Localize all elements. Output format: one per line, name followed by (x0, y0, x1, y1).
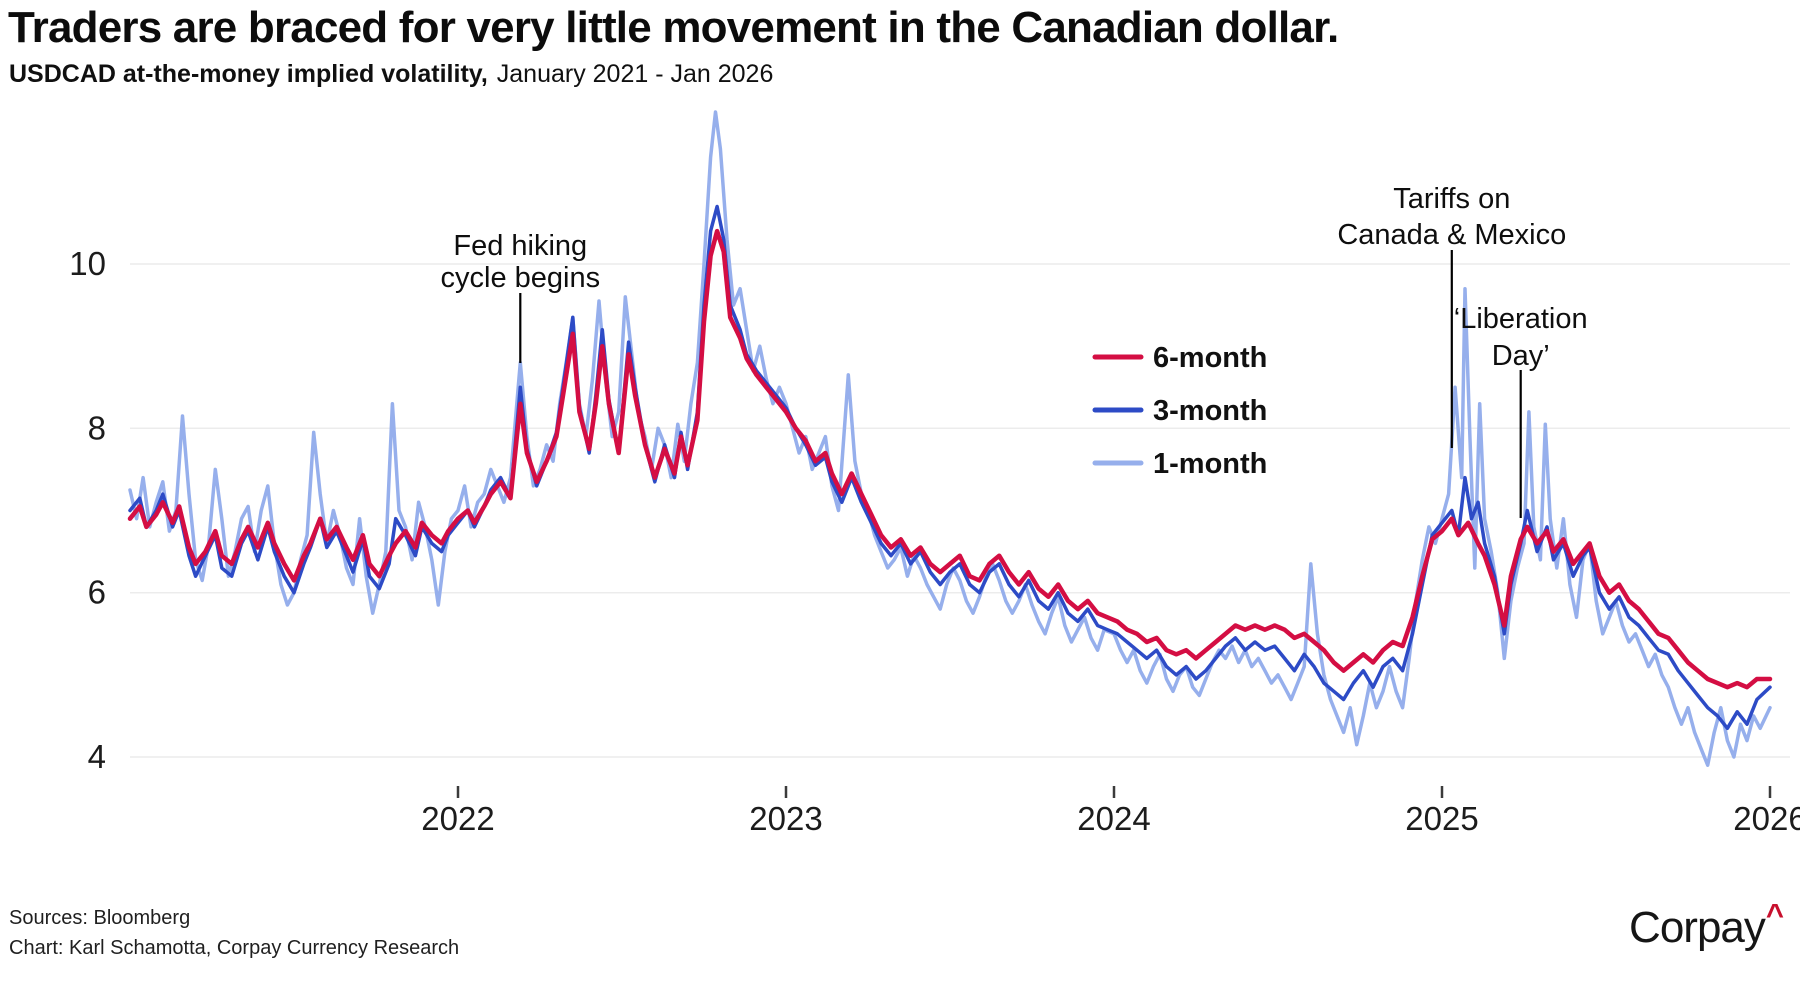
legend-label-6-month: 6-month (1153, 342, 1267, 374)
annotation-text-liberation-day: Day’ (1492, 340, 1550, 372)
subtitle-daterange: January 2021 - Jan 2026 (496, 60, 774, 88)
source-line: Sources: Bloomberg (9, 907, 191, 929)
annotation-text-liberation-day: ‘Liberation (1454, 303, 1588, 335)
annotation-text-fed-hiking: cycle begins (441, 262, 601, 294)
page-title: Traders are braced for very little movem… (8, 3, 1339, 52)
corpay-logo: Corpay^ (1629, 897, 1784, 953)
y-axis-tick-label: 6 (88, 574, 106, 611)
series-line-1-month (128, 110, 1772, 767)
x-axis-tick-label: 2025 (1405, 800, 1478, 837)
annotation-text-tariffs: Canada & Mexico (1337, 219, 1566, 251)
x-axis-tick-label: 2022 (421, 800, 494, 837)
legend-label-1-month: 1-month (1153, 448, 1267, 480)
corpay-logo-text: Corpay (1629, 903, 1766, 952)
subtitle-metric: USDCAD at-the-money implied volatility, (9, 60, 488, 88)
annotation-text-tariffs: Tariffs on (1393, 183, 1510, 215)
credit-line: Chart: Karl Schamotta, Corpay Currency R… (9, 937, 460, 959)
x-axis-tick-label: 2023 (749, 800, 822, 837)
y-axis-tick-label: 8 (88, 409, 106, 446)
legend-label-3-month: 3-month (1153, 395, 1267, 427)
x-axis-tick-label: 2024 (1077, 800, 1150, 837)
y-axis-tick-label: 10 (69, 245, 106, 282)
series-line-6-month (127, 228, 1773, 690)
chart-footer: Sources: Bloomberg Chart: Karl Schamotta… (9, 903, 459, 963)
x-axis-tick-label: 2026 (1733, 800, 1800, 837)
page-subtitle: USDCAD at-the-money implied volatility, J… (9, 60, 773, 89)
corpay-caret-icon: ^ (1765, 897, 1784, 932)
y-axis-tick-label: 4 (88, 738, 106, 775)
series-line-3-month (128, 204, 1772, 731)
annotation-text-fed-hiking: Fed hiking (453, 230, 587, 262)
